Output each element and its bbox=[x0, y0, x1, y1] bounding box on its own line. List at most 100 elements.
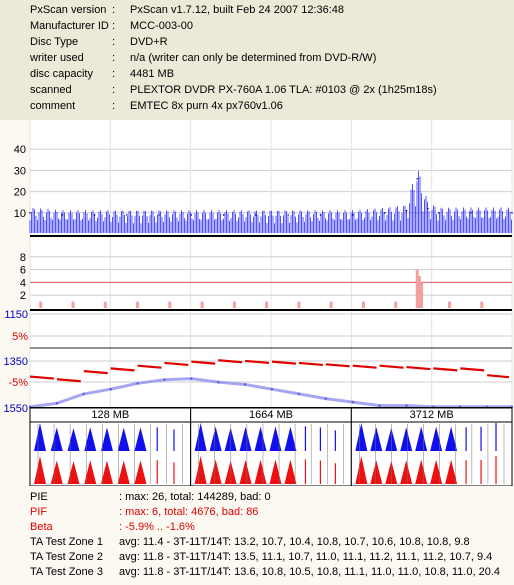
jitter-point bbox=[297, 392, 301, 396]
beta-segment bbox=[460, 367, 485, 372]
ta-pit-peak bbox=[239, 426, 252, 451]
ta-pit-peak bbox=[194, 423, 207, 451]
info-row: PxScan version: PxScan v1.7.12, built Feb… bbox=[0, 2, 514, 18]
pie-point bbox=[287, 214, 289, 216]
pif-bar bbox=[265, 301, 269, 308]
ta-pit-peak bbox=[355, 423, 368, 451]
ta-pit-peak bbox=[284, 426, 297, 451]
beta-segment bbox=[325, 363, 350, 368]
ta-land-peak bbox=[430, 459, 443, 484]
pif-bar bbox=[415, 269, 419, 308]
pie-point bbox=[384, 212, 386, 214]
beta-segment bbox=[298, 361, 323, 367]
stat-row: PIF : max: 6, total: 4676, bad: 86 bbox=[0, 505, 514, 519]
jitter-point bbox=[405, 404, 408, 407]
pif-bar bbox=[232, 301, 236, 308]
pie-series bbox=[29, 171, 513, 233]
ta-pit-peak bbox=[84, 427, 97, 451]
ta-pit-peak bbox=[34, 423, 46, 451]
ta-pit-peak bbox=[50, 427, 63, 451]
jitter-point bbox=[378, 404, 381, 407]
ta-pit-peak bbox=[415, 426, 428, 451]
info-row: disc capacity: 4481 MB bbox=[0, 66, 514, 82]
beta-tick-label: 1550 bbox=[4, 403, 28, 415]
beta-segment bbox=[137, 364, 162, 369]
stat-value: : -5.9% .. -1.6% bbox=[119, 521, 195, 533]
ta-land-peak bbox=[194, 456, 207, 484]
stat-label: Beta bbox=[30, 521, 53, 533]
pie-tick-label: 10 bbox=[14, 208, 26, 220]
pie-point bbox=[126, 214, 128, 216]
pie-point bbox=[255, 214, 257, 216]
beta-segment bbox=[164, 361, 189, 367]
beta-segment bbox=[245, 359, 270, 365]
pie-point bbox=[511, 212, 513, 214]
pif-bar bbox=[329, 301, 333, 308]
ta-land-peak bbox=[209, 459, 222, 484]
ta-pit-peak bbox=[134, 427, 147, 451]
pif-bar bbox=[417, 276, 421, 308]
pie-point bbox=[93, 214, 96, 216]
ta-land-peak bbox=[400, 460, 413, 484]
info-value: PxScan v1.7.12, built Feb 24 2007 12:36:… bbox=[130, 4, 345, 16]
jitter-point bbox=[190, 377, 193, 380]
jitter-point bbox=[243, 383, 247, 386]
scan-info-panel: PxScan version: PxScan v1.7.12, built Feb… bbox=[0, 0, 514, 119]
ta-land-peak bbox=[134, 460, 147, 484]
stat-row: Beta : -5.9% .. -1.6% bbox=[0, 520, 514, 534]
beta-segment bbox=[271, 360, 297, 365]
ta-land-peak bbox=[284, 459, 297, 484]
beta-tick-label: 5% bbox=[12, 331, 28, 343]
ta-land-peak bbox=[370, 460, 383, 484]
info-label: disc capacity bbox=[30, 68, 93, 80]
jitter-point bbox=[109, 388, 112, 391]
ta-land-peak bbox=[100, 460, 113, 484]
stat-row: TA Test Zone 2 avg: 11.8 - 3T-11T/14T: 13… bbox=[0, 550, 514, 564]
info-row: comment: EMTEC 8x purn 4x px760v1.06 bbox=[0, 98, 514, 114]
beta-tick-label: 1350 bbox=[4, 356, 28, 368]
ta-zone-label: 3712 MB bbox=[410, 409, 454, 421]
info-row: scanned: PLEXTOR DVDR PX-760A 1.06 TLA: #… bbox=[0, 82, 514, 98]
pie-point bbox=[437, 212, 440, 214]
info-value: 4481 MB bbox=[130, 68, 175, 80]
stat-row: PIE: max: 26, total: 144289, bad: 0 bbox=[0, 490, 514, 504]
stat-label: TA Test Zone 2 bbox=[30, 551, 103, 563]
ta-pit-peak bbox=[100, 427, 113, 451]
pie-point bbox=[405, 209, 408, 212]
beta-tick-label: -5% bbox=[8, 377, 28, 389]
pie-point bbox=[222, 214, 225, 216]
beta-segment bbox=[29, 375, 54, 380]
ta-pit-peak bbox=[269, 426, 282, 451]
beta-segment bbox=[433, 367, 458, 372]
ta-pit-peak bbox=[445, 426, 458, 451]
stat-label: TA Test Zone 1 bbox=[30, 536, 103, 548]
info-label: Manufacturer ID bbox=[30, 20, 109, 32]
pif-tick-label: 6 bbox=[20, 265, 26, 277]
pif-tick-label: 4 bbox=[20, 277, 26, 289]
ta-land-peak bbox=[50, 460, 63, 484]
jitter-point bbox=[351, 400, 354, 404]
info-label: Disc Type bbox=[30, 36, 79, 48]
pif-bar bbox=[39, 301, 43, 308]
info-colon: : bbox=[112, 68, 116, 80]
ta-pit-peak bbox=[209, 426, 222, 451]
info-row: Disc Type: DVD+R bbox=[0, 34, 514, 50]
pif-bar bbox=[448, 301, 452, 308]
info-value: DVD+R bbox=[130, 36, 168, 48]
info-colon: : bbox=[112, 52, 116, 64]
beta-segment bbox=[379, 364, 404, 369]
info-value: PLEXTOR DVDR PX-760A 1.06 TLA: #0103 @ 2… bbox=[130, 84, 437, 96]
info-colon: : bbox=[112, 36, 116, 48]
pie-point bbox=[61, 214, 64, 216]
info-label: scanned bbox=[30, 84, 72, 96]
info-value: n/a (writer can only be determined from … bbox=[130, 52, 377, 64]
stat-label: PIF bbox=[30, 506, 48, 518]
beta-tick-label: 1150 bbox=[4, 309, 28, 321]
stat-value: : max: 6, total: 4676, bad: 86 bbox=[119, 506, 259, 518]
info-colon: : bbox=[112, 84, 116, 96]
stat-label: TA Test Zone 3 bbox=[30, 566, 103, 578]
stat-row: TA Test Zone 3 avg: 11.8 - 3T-11T/14T: 13… bbox=[0, 565, 514, 579]
pif-bar bbox=[136, 301, 140, 308]
ta-land-peak bbox=[269, 459, 282, 484]
info-label: writer used bbox=[30, 52, 84, 64]
